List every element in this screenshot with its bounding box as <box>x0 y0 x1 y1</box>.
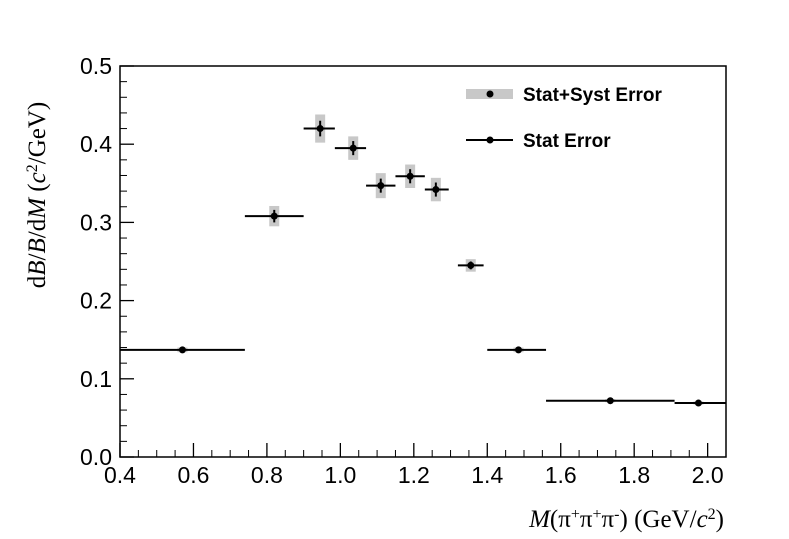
x-tick-label: 1.8 <box>618 462 650 488</box>
stat-error-bars <box>120 120 726 405</box>
data-point <box>514 346 522 354</box>
x-axis-ticks: 0.4 0.6 0.8 1.0 1.2 1.4 1.6 1.8 2.0 <box>104 443 727 488</box>
data-point <box>377 182 385 190</box>
x-tick-label: 1.0 <box>324 462 356 488</box>
legend: Stat+Syst Error Stat Error <box>466 85 662 152</box>
data-markers <box>178 125 702 407</box>
syst-error-bands <box>177 114 704 405</box>
x-tick-label: 0.8 <box>251 462 283 488</box>
x-tick-label: 0.6 <box>177 462 209 488</box>
data-point <box>467 261 475 269</box>
data-point <box>606 397 614 405</box>
y-tick-label: 0.2 <box>80 288 112 314</box>
y-tick-label: 0.1 <box>80 366 112 392</box>
y-tick-label: 0.0 <box>80 444 112 470</box>
legend-entry: Stat Error <box>523 131 611 152</box>
data-point <box>349 144 357 152</box>
data-point <box>270 212 278 220</box>
legend-syst-marker <box>486 90 494 98</box>
y-tick-label: 0.3 <box>80 209 112 235</box>
data-point <box>178 346 186 354</box>
y-tick-label: 0.4 <box>80 131 112 157</box>
legend-stat-marker <box>486 136 494 144</box>
x-tick-label: 1.4 <box>471 462 503 488</box>
x-tick-label: 1.6 <box>545 462 577 488</box>
y-axis-ticks: 0.0 0.1 0.2 0.3 0.4 0.5 <box>80 53 134 470</box>
data-point <box>432 186 440 194</box>
y-axis-title: dB/B/dM (c2/GeV) <box>24 102 52 288</box>
plot-frame <box>119 65 727 458</box>
data-point <box>406 172 414 180</box>
data-point <box>316 125 324 133</box>
x-tick-label: 1.2 <box>398 462 430 488</box>
data-point <box>694 399 702 407</box>
x-tick-label: 0.4 <box>104 462 136 488</box>
x-tick-label: 2.0 <box>692 462 724 488</box>
y-tick-label: 0.5 <box>80 53 112 79</box>
legend-entry: Stat+Syst Error <box>523 85 662 106</box>
y-axis-title-text: dB/B/dM (c2/GeV) <box>24 102 52 288</box>
x-axis-title: M(π+π+π-) (GeV/c2) <box>528 506 724 534</box>
